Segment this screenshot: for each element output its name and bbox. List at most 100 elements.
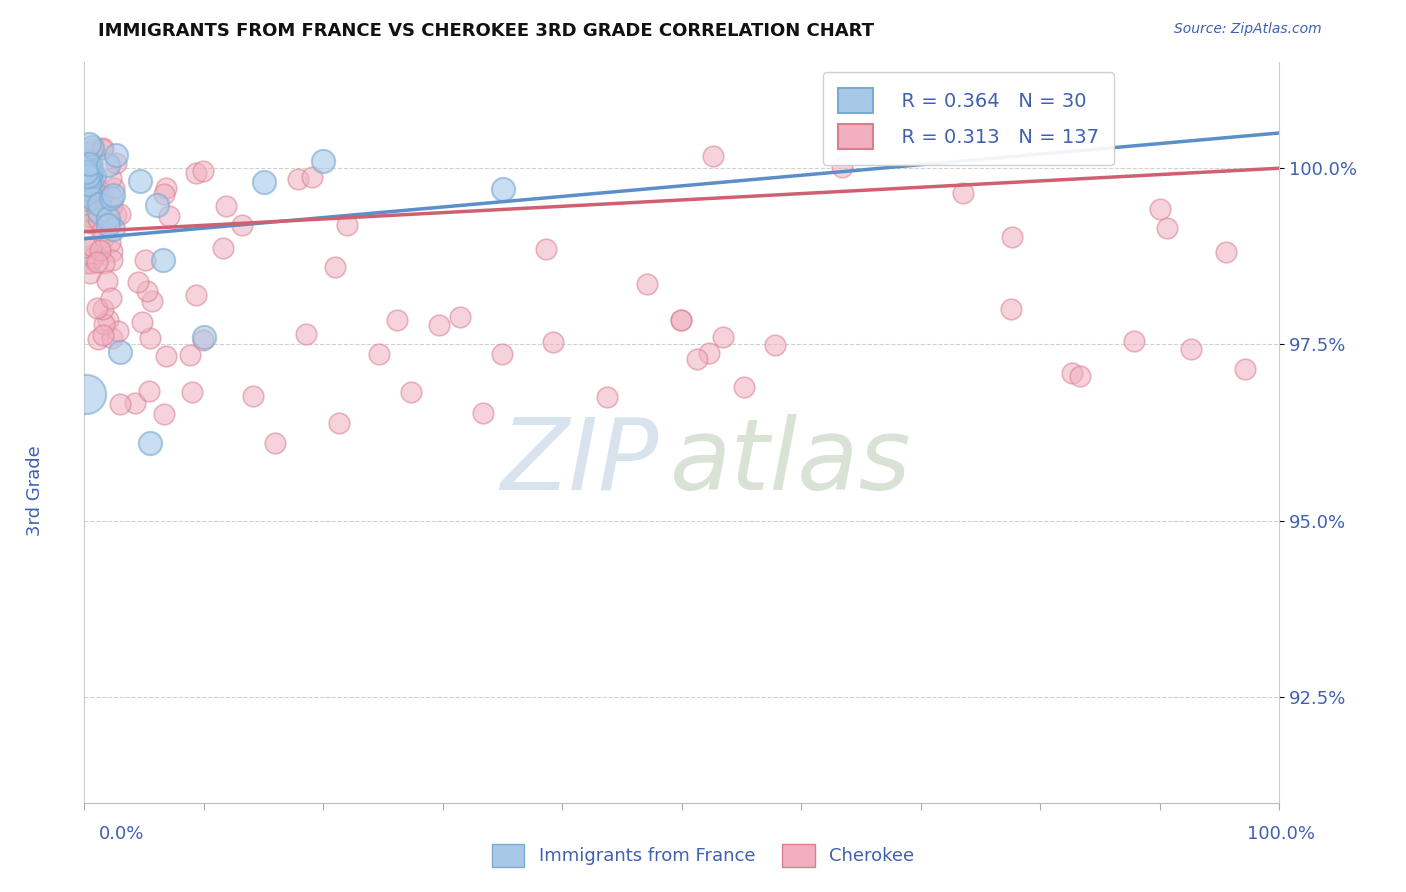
- Point: [385, 313, 408, 327]
- Point: [84, 186, 107, 200]
- Legend: Immigrants from France, Cherokee: Immigrants from France, Cherokee: [485, 837, 921, 874]
- Point: [141, 293, 163, 308]
- Point: [93, 230, 115, 244]
- Point: [91, 190, 114, 204]
- Text: IMMIGRANTS FROM FRANCE VS CHEROKEE 3RD GRADE CORRELATION CHART: IMMIGRANTS FROM FRANCE VS CHEROKEE 3RD G…: [98, 22, 875, 40]
- Point: [100, 191, 122, 205]
- Point: [1233, 361, 1256, 376]
- Point: [82, 251, 104, 265]
- Point: [263, 436, 285, 450]
- Point: [87, 332, 110, 346]
- Point: [636, 277, 658, 291]
- Point: [110, 397, 132, 411]
- Point: [101, 199, 124, 213]
- Point: [97, 211, 120, 225]
- Point: [449, 310, 471, 325]
- Point: [103, 222, 125, 236]
- Point: [75, 193, 97, 207]
- Point: [77, 169, 100, 183]
- Point: [80, 140, 103, 154]
- Point: [86, 255, 108, 269]
- Point: [215, 199, 238, 213]
- Point: [91, 301, 114, 316]
- Point: [765, 338, 787, 352]
- Point: [179, 348, 201, 362]
- Point: [686, 352, 709, 367]
- Point: [75, 164, 97, 178]
- Point: [100, 291, 122, 305]
- Point: [79, 256, 101, 270]
- Point: [124, 396, 146, 410]
- Point: [101, 244, 124, 259]
- Point: [82, 250, 104, 264]
- Point: [180, 385, 202, 400]
- Point: [1156, 221, 1178, 235]
- Point: [80, 165, 103, 179]
- Point: [77, 157, 100, 171]
- Point: [80, 210, 103, 224]
- Point: [191, 334, 214, 348]
- Text: 0.0%: 0.0%: [98, 825, 143, 843]
- Legend:   R = 0.364   N = 30,   R = 0.313   N = 137: R = 0.364 N = 30, R = 0.313 N = 137: [823, 72, 1115, 165]
- Point: [491, 347, 513, 361]
- Point: [134, 253, 156, 268]
- Point: [733, 380, 755, 394]
- Point: [135, 284, 157, 298]
- Point: [702, 149, 724, 163]
- Point: [242, 389, 264, 403]
- Point: [77, 177, 100, 191]
- Point: [97, 218, 120, 232]
- Point: [427, 318, 450, 333]
- Point: [287, 171, 309, 186]
- Point: [131, 315, 153, 329]
- Point: [79, 266, 101, 280]
- Point: [100, 170, 122, 185]
- Point: [80, 248, 103, 262]
- Point: [211, 241, 233, 255]
- Point: [1149, 202, 1171, 217]
- Point: [1060, 367, 1083, 381]
- Point: [671, 313, 693, 327]
- Point: [87, 182, 110, 196]
- Text: 100.0%: 100.0%: [1247, 825, 1315, 843]
- Point: [697, 346, 720, 360]
- Point: [76, 178, 98, 192]
- Point: [105, 148, 128, 162]
- Point: [1180, 343, 1202, 357]
- Point: [97, 313, 120, 327]
- Point: [1123, 334, 1146, 348]
- Point: [127, 275, 149, 289]
- Point: [79, 213, 101, 227]
- Point: [87, 211, 110, 226]
- Text: ZIP: ZIP: [499, 414, 658, 511]
- Point: [87, 196, 110, 211]
- Point: [153, 187, 176, 202]
- Point: [80, 191, 103, 205]
- Point: [101, 187, 124, 202]
- Point: [231, 218, 253, 232]
- Point: [471, 406, 494, 420]
- Point: [83, 169, 105, 183]
- Point: [152, 253, 174, 268]
- Point: [75, 170, 97, 185]
- Point: [139, 436, 162, 450]
- Point: [75, 240, 97, 254]
- Point: [80, 239, 103, 253]
- Point: [80, 192, 103, 206]
- Point: [492, 182, 515, 196]
- Point: [253, 175, 276, 189]
- Point: [138, 384, 160, 399]
- Point: [91, 142, 114, 156]
- Point: [107, 324, 129, 338]
- Point: [79, 216, 101, 230]
- Point: [90, 224, 112, 238]
- Point: [79, 190, 101, 204]
- Point: [89, 243, 111, 257]
- Point: [105, 156, 128, 170]
- Point: [108, 207, 131, 221]
- Point: [1001, 229, 1024, 244]
- Point: [76, 204, 98, 219]
- Point: [77, 182, 100, 196]
- Point: [93, 256, 115, 270]
- Point: [952, 186, 974, 201]
